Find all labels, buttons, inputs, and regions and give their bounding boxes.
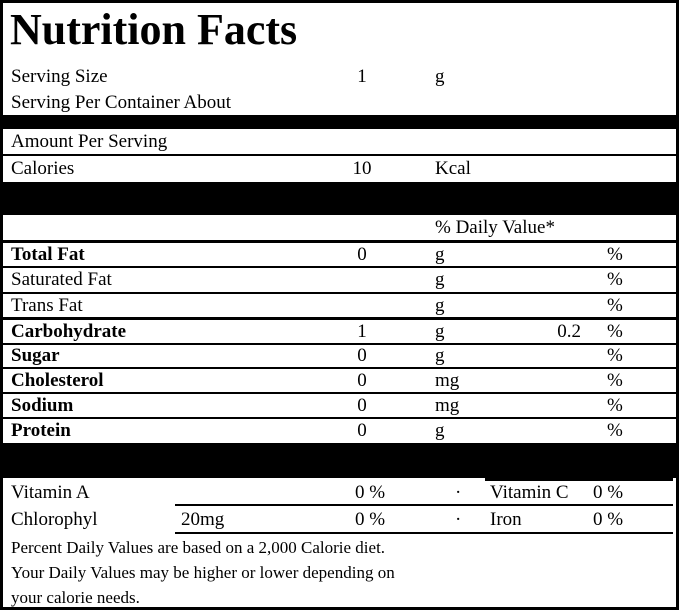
servings-per-container-label: Serving Per Container About	[11, 92, 232, 113]
nutrient-percent-sign: %	[607, 321, 623, 342]
footnote-line-1: Percent Daily Values are based on a 2,00…	[11, 538, 386, 557]
nutrient-name: Protein	[11, 420, 71, 441]
nutrient-percent-sign: %	[607, 395, 623, 416]
nutrient-amount: 0	[357, 345, 367, 366]
micronutrient-percent: 0 %	[355, 482, 386, 503]
nutrient-unit: g	[435, 244, 445, 265]
micronutrient-amount: 20mg	[181, 509, 225, 530]
nutrient-name: Total Fat	[11, 244, 85, 265]
nutrient-amount: 0	[357, 395, 367, 416]
nutrient-row-sodium: Sodium 0 mg %	[3, 394, 676, 419]
serving-size-label: Serving Size	[11, 66, 108, 87]
nutrient-row-saturated-fat: Saturated Fat g %	[3, 268, 676, 294]
footnote-line-2: Your Daily Values may be higher or lower…	[11, 563, 395, 582]
nutrient-name: Sodium	[11, 395, 74, 416]
daily-value-header-row: % Daily Value*	[3, 215, 676, 243]
nutrient-row-sugar: Sugar 0 g %	[3, 345, 676, 369]
nutrient-percent-sign: %	[607, 345, 623, 366]
micronutrient-name: Vitamin A	[11, 482, 90, 503]
nutrient-row-trans-fat: Trans Fat g %	[3, 294, 676, 320]
micronutrient-separator-line-2	[175, 532, 673, 534]
serving-size-value: 1	[357, 66, 367, 87]
divider-bar-thick	[3, 182, 676, 215]
nutrient-percent-sign: %	[607, 420, 623, 441]
footnote-line-3: your calorie needs.	[11, 588, 140, 607]
bullet-separator: ·	[455, 509, 462, 530]
nutrient-row-protein: Protein 0 g %	[3, 419, 676, 443]
nutrient-unit: mg	[435, 395, 460, 416]
nutrient-percent-sign: %	[607, 295, 623, 316]
serving-size-unit: g	[435, 66, 445, 87]
nutrient-amount: 0	[357, 370, 367, 391]
calories-value: 10	[352, 158, 372, 179]
nutrient-unit: g	[435, 295, 445, 316]
nutrient-name: Cholesterol	[11, 370, 104, 391]
micronutrient-name-2: Iron	[490, 509, 522, 530]
micronutrient-percent: 0 %	[355, 509, 386, 530]
nutrient-unit: mg	[435, 370, 460, 391]
nutrient-dv-value: 0.2	[557, 321, 581, 342]
nutrient-unit: g	[435, 420, 445, 441]
nutrient-row-carbohydrate: Carbohydrate 1 g 0.2 %	[3, 320, 676, 345]
micronutrient-row-vitamin-a: Vitamin A 0 % · Vitamin C 0 %	[3, 481, 676, 504]
nutrient-unit: g	[435, 345, 445, 366]
bullet-separator: ·	[455, 482, 462, 503]
divider-bar-thin	[3, 115, 676, 129]
micronutrient-row-chlorophyl: Chlorophyl 20mg 0 % · Iron 0 %	[3, 507, 676, 532]
nutrient-percent-sign: %	[607, 269, 623, 290]
calories-unit: Kcal	[435, 158, 471, 179]
daily-value-header: % Daily Value*	[435, 217, 555, 238]
nutrient-amount: 0	[357, 420, 367, 441]
divider-bar-thick-bottom	[3, 443, 676, 478]
micronutrient-percent-2: 0 %	[593, 509, 624, 530]
label-title: Nutrition Facts	[10, 5, 298, 54]
nutrient-amount: 0	[357, 244, 367, 265]
calories-label: Calories	[11, 158, 75, 179]
amount-per-serving-label: Amount Per Serving	[11, 131, 168, 152]
nutrient-unit: g	[435, 321, 445, 342]
nutrient-unit: g	[435, 269, 445, 290]
nutrient-name: Saturated Fat	[11, 269, 112, 290]
nutrient-amount: 1	[357, 321, 367, 342]
vitamin-c-top-border	[485, 478, 673, 481]
nutrient-row-cholesterol: Cholesterol 0 mg %	[3, 369, 676, 394]
amount-per-serving-row: Amount Per Serving	[3, 130, 676, 156]
nutrient-name: Trans Fat	[11, 295, 83, 316]
micronutrient-name-2: Vitamin C	[490, 482, 569, 503]
servings-per-container-row: Serving Per Container About	[3, 90, 676, 115]
nutrient-percent-sign: %	[607, 244, 623, 265]
micronutrient-name: Chlorophyl	[11, 509, 98, 530]
nutrient-name: Carbohydrate	[11, 321, 127, 342]
micronutrient-separator-line	[175, 504, 673, 506]
serving-size-row: Serving Size 1 g	[3, 64, 676, 89]
micronutrient-percent-2: 0 %	[593, 482, 624, 503]
nutrient-row-total-fat: Total Fat 0 g %	[3, 243, 676, 268]
nutrient-percent-sign: %	[607, 370, 623, 391]
calories-row: Calories 10 Kcal	[3, 156, 676, 181]
nutrient-name: Sugar	[11, 345, 60, 366]
